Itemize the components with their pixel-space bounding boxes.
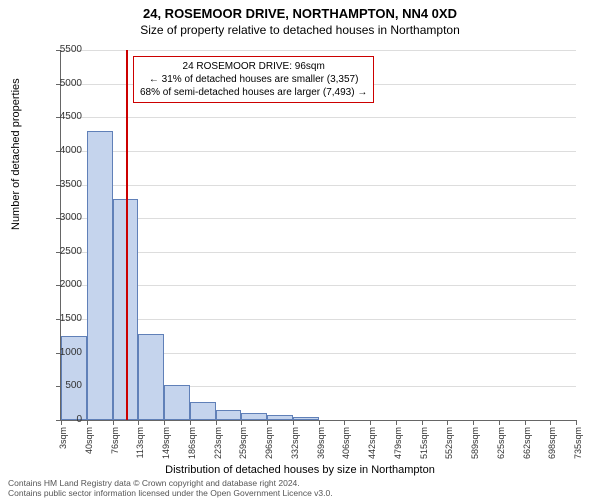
y-tick-label: 500: [42, 380, 82, 391]
grid-line: [61, 319, 576, 320]
y-tick-label: 2500: [42, 246, 82, 257]
x-tick-mark: [267, 420, 268, 425]
x-tick-mark: [550, 420, 551, 425]
annotation-line1: 24 ROSEMOOR DRIVE: 96sqm: [140, 60, 367, 73]
x-tick-mark: [422, 420, 423, 425]
x-tick-mark: [190, 420, 191, 425]
annotation-line3: 68% of semi-detached houses are larger (…: [140, 86, 367, 99]
footer-attribution: Contains HM Land Registry data © Crown c…: [8, 478, 333, 498]
x-tick-mark: [525, 420, 526, 425]
annotation-line2: ← 31% of detached houses are smaller (3,…: [140, 73, 367, 86]
y-tick-label: 1000: [42, 347, 82, 358]
page-subtitle: Size of property relative to detached ho…: [0, 21, 600, 37]
histogram-bar: [138, 334, 164, 420]
y-tick-label: 2000: [42, 279, 82, 290]
y-tick-label: 4000: [42, 145, 82, 156]
grid-line: [61, 117, 576, 118]
grid-line: [61, 50, 576, 51]
chart-container: 24, ROSEMOOR DRIVE, NORTHAMPTON, NN4 0XD…: [0, 0, 600, 500]
x-tick-mark: [216, 420, 217, 425]
x-tick-mark: [370, 420, 371, 425]
x-tick-mark: [344, 420, 345, 425]
y-tick-label: 3500: [42, 179, 82, 190]
x-tick-mark: [87, 420, 88, 425]
x-axis-label: Distribution of detached houses by size …: [0, 464, 600, 476]
y-tick-label: 4500: [42, 111, 82, 122]
histogram-bar: [241, 413, 267, 420]
grid-line: [61, 252, 576, 253]
x-tick-mark: [241, 420, 242, 425]
x-tick-mark: [473, 420, 474, 425]
chart-plot-area: 3sqm40sqm76sqm113sqm149sqm186sqm223sqm25…: [60, 50, 576, 421]
x-tick-mark: [576, 420, 577, 425]
x-tick-mark: [319, 420, 320, 425]
x-tick-mark: [138, 420, 139, 425]
x-tick-mark: [113, 420, 114, 425]
histogram-bar: [267, 415, 293, 420]
y-tick-label: 1500: [42, 313, 82, 324]
y-axis-label: Number of detached properties: [10, 78, 22, 230]
histogram-bar: [113, 199, 139, 420]
y-tick-label: 5500: [42, 44, 82, 55]
histogram-bar: [164, 385, 190, 420]
histogram-bar: [190, 402, 216, 420]
y-tick-label: 5000: [42, 78, 82, 89]
footer-line1: Contains HM Land Registry data © Crown c…: [8, 478, 333, 488]
footer-line2: Contains public sector information licen…: [8, 488, 333, 498]
grid-line: [61, 151, 576, 152]
grid-line: [61, 185, 576, 186]
x-tick-mark: [447, 420, 448, 425]
page-title: 24, ROSEMOOR DRIVE, NORTHAMPTON, NN4 0XD: [0, 0, 600, 21]
histogram-bar: [216, 410, 242, 420]
histogram-bar: [293, 417, 319, 420]
x-tick-mark: [499, 420, 500, 425]
x-tick-mark: [293, 420, 294, 425]
grid-line: [61, 285, 576, 286]
y-tick-label: 0: [42, 414, 82, 425]
histogram-bar: [87, 131, 113, 420]
x-tick-mark: [164, 420, 165, 425]
y-tick-label: 3000: [42, 212, 82, 223]
x-tick-mark: [396, 420, 397, 425]
annotation-box: 24 ROSEMOOR DRIVE: 96sqm← 31% of detache…: [133, 56, 374, 103]
property-marker-line: [126, 50, 128, 420]
grid-line: [61, 218, 576, 219]
